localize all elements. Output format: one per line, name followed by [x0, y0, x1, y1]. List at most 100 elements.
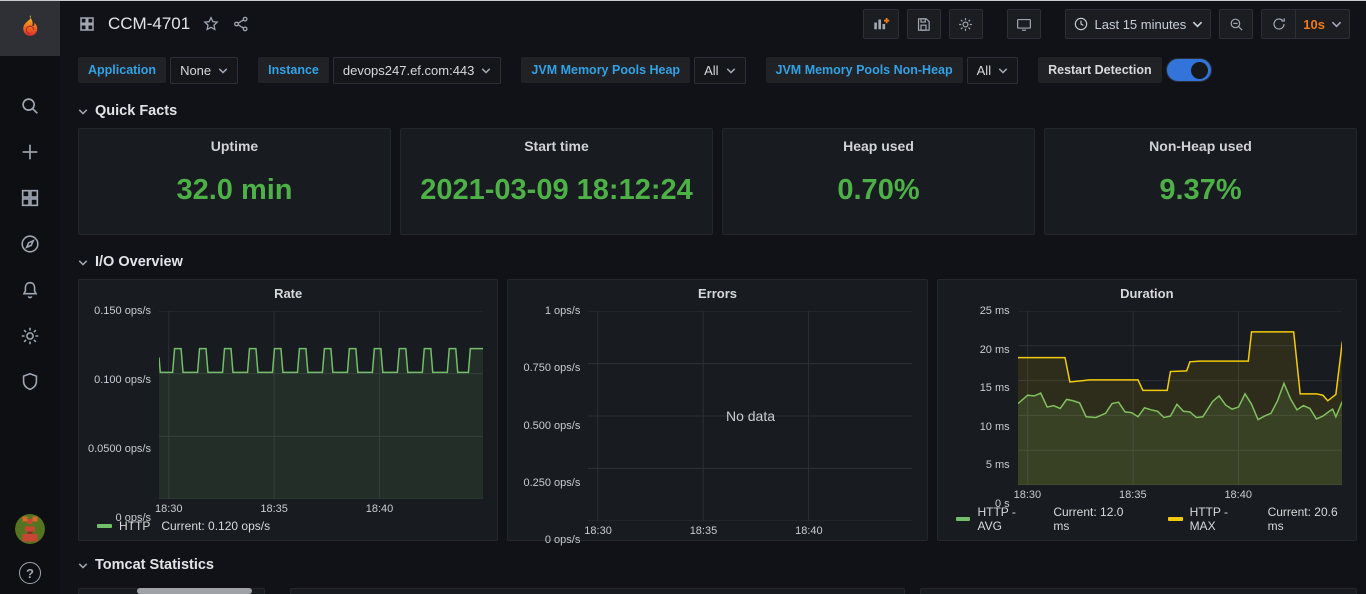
grafana-logo[interactable]: [0, 0, 60, 56]
main-area: CCM-4701: [60, 0, 1366, 594]
star-icon[interactable]: [202, 15, 220, 33]
sidebar-menu: [18, 94, 42, 394]
y-axis-tick: 0.150 ops/s: [94, 305, 151, 317]
refresh-icon: [1271, 16, 1287, 32]
panel-title[interactable]: Start time: [524, 138, 589, 154]
io-overview-panels: Rate 0.150 ops/s0.100 ops/s0.0500 ops/s0…: [78, 279, 1357, 541]
chart-panel-duration[interactable]: Duration 25 ms20 ms15 ms10 ms5 ms0 s 18:…: [937, 279, 1357, 541]
y-axis-tick: 15 ms: [980, 382, 1010, 394]
stat-panel-heap-used[interactable]: Heap used 0.70%: [722, 128, 1035, 235]
plot-area[interactable]: [1018, 311, 1342, 485]
stat-panel-start-time[interactable]: Start time 2021-03-09 18:12:24: [400, 128, 713, 235]
refresh-interval-button[interactable]: 10s: [1295, 9, 1350, 39]
restart-detection-toggle[interactable]: [1166, 58, 1212, 82]
dashboards-icon[interactable]: [18, 186, 42, 210]
dashboard-content: Application None Instance devops247.ef.c…: [60, 48, 1366, 594]
variable-jvm-nonheap: JVM Memory Pools Non-Heap All: [766, 57, 1019, 84]
window-top-edge: [0, 0, 1366, 1]
monitor-icon: [1015, 16, 1033, 33]
x-axis-tick: 18:35: [690, 525, 718, 537]
zoom-out-time-button[interactable]: [1219, 9, 1253, 39]
panel-title[interactable]: Heap used: [843, 138, 914, 154]
refresh-picker: 10s: [1261, 9, 1350, 39]
server-admin-shield-icon[interactable]: [18, 370, 42, 394]
variable-value-text: devops247.ef.com:443: [343, 63, 475, 78]
chevron-down-icon: [78, 108, 88, 115]
add-panel-button[interactable]: [863, 9, 899, 39]
section-header-quick-facts[interactable]: Quick Facts: [78, 100, 1357, 122]
variable-instance: Instance devops247.ef.com:443: [258, 57, 501, 84]
y-axis-tick: 5 ms: [986, 459, 1010, 471]
panel-title[interactable]: Errors: [508, 280, 926, 303]
section-title: Tomcat Statistics: [95, 557, 214, 573]
alerting-bell-icon[interactable]: [18, 278, 42, 302]
panel-title[interactable]: Non-Heap used: [1149, 138, 1252, 154]
save-dashboard-button[interactable]: [907, 9, 941, 39]
variable-value-text: All: [704, 63, 718, 78]
refresh-button[interactable]: [1261, 9, 1295, 39]
section-header-io-overview[interactable]: I/O Overview: [78, 251, 1357, 273]
variable-restart-detection: Restart Detection: [1038, 57, 1212, 83]
legend-item[interactable]: HTTP - MAX Current: 20.6 ms: [1168, 505, 1356, 533]
y-axis-tick: 0 ops/s: [116, 512, 151, 524]
y-axis-tick: 0 ops/s: [545, 534, 580, 546]
legend-swatch-icon: [97, 524, 112, 528]
stat-panel-nonheap-used[interactable]: Non-Heap used 9.37%: [1044, 128, 1357, 235]
dashboard-title[interactable]: CCM-4701: [108, 14, 190, 34]
dashboard-settings-button[interactable]: [949, 9, 983, 39]
x-axis: 18:3018:3518:40: [159, 499, 483, 518]
help-icon[interactable]: ?: [19, 562, 41, 584]
create-plus-icon[interactable]: [18, 140, 42, 164]
section-title: I/O Overview: [95, 254, 183, 270]
chart-panel-errors[interactable]: Errors 1 ops/s0.750 ops/s0.500 ops/s0.25…: [507, 279, 927, 541]
x-axis: 18:3018:3518:40: [1018, 485, 1342, 504]
plot-area[interactable]: [159, 311, 483, 499]
share-icon[interactable]: [232, 15, 250, 33]
x-axis-tick: 18:30: [584, 525, 612, 537]
chevron-down-icon: [1331, 20, 1342, 28]
variable-label-jvm-heap: JVM Memory Pools Heap: [521, 57, 690, 83]
legend-swatch-icon: [956, 517, 971, 521]
stat-panel-uptime[interactable]: Uptime 32.0 min: [78, 128, 391, 235]
variable-value-instance[interactable]: devops247.ef.com:443: [333, 57, 502, 84]
user-avatar[interactable]: [15, 514, 45, 544]
explore-compass-icon[interactable]: [18, 232, 42, 256]
tomcat-panels-partial: [78, 588, 1357, 594]
x-axis-tick: 18:35: [260, 503, 288, 515]
panel-title[interactable]: Duration: [938, 280, 1356, 303]
variable-value-text: All: [977, 63, 991, 78]
variable-jvm-heap: JVM Memory Pools Heap All: [521, 57, 745, 84]
legend-item[interactable]: HTTP - AVGCurrent: 12.0 ms: [956, 505, 1142, 533]
cycle-view-mode-button[interactable]: [1007, 9, 1041, 39]
plot-area[interactable]: No data: [588, 311, 912, 521]
time-range-picker[interactable]: Last 15 minutes: [1065, 9, 1212, 39]
dashboard-apps-icon[interactable]: [78, 15, 96, 33]
no-data-text: No data: [588, 311, 912, 521]
configuration-gear-icon[interactable]: [18, 324, 42, 348]
stat-value: 2021-03-09 18:12:24: [420, 154, 692, 234]
variable-value-jvm-heap[interactable]: All: [694, 57, 745, 84]
variable-label-restart-detection: Restart Detection: [1038, 57, 1162, 83]
x-axis-tick: 18:30: [1014, 489, 1042, 501]
section-header-tomcat-statistics[interactable]: Tomcat Statistics: [78, 554, 1357, 576]
x-axis-tick: 18:40: [1224, 489, 1252, 501]
gear-icon: [957, 16, 974, 33]
quick-facts-panels: Uptime 32.0 min Start time 2021-03-09 18…: [78, 128, 1357, 235]
chart-panel-rate[interactable]: Rate 0.150 ops/s0.100 ops/s0.0500 ops/s0…: [78, 279, 498, 541]
chevron-down-icon: [78, 259, 88, 266]
y-axis-tick: 0.0500 ops/s: [88, 443, 151, 455]
legend-series-name[interactable]: HTTP - MAX: [1190, 505, 1257, 533]
variable-value-application[interactable]: None: [170, 57, 238, 84]
horizontal-scrollbar-thumb[interactable]: [137, 588, 252, 594]
variable-value-jvm-nonheap[interactable]: All: [967, 57, 1018, 84]
y-axis: 0.150 ops/s0.100 ops/s0.0500 ops/s0 ops/…: [89, 311, 159, 518]
stat-value: 9.37%: [1159, 154, 1241, 234]
chevron-down-icon: [481, 67, 491, 74]
legend-current-value: Current: 20.6 ms: [1268, 505, 1356, 533]
y-axis-tick: 0.250 ops/s: [523, 477, 580, 489]
x-axis-tick: 18:35: [1119, 489, 1147, 501]
panel-title[interactable]: Uptime: [211, 138, 258, 154]
x-axis-tick: 18:40: [366, 503, 394, 515]
panel-title[interactable]: Rate: [79, 280, 497, 303]
search-icon[interactable]: [18, 94, 42, 118]
